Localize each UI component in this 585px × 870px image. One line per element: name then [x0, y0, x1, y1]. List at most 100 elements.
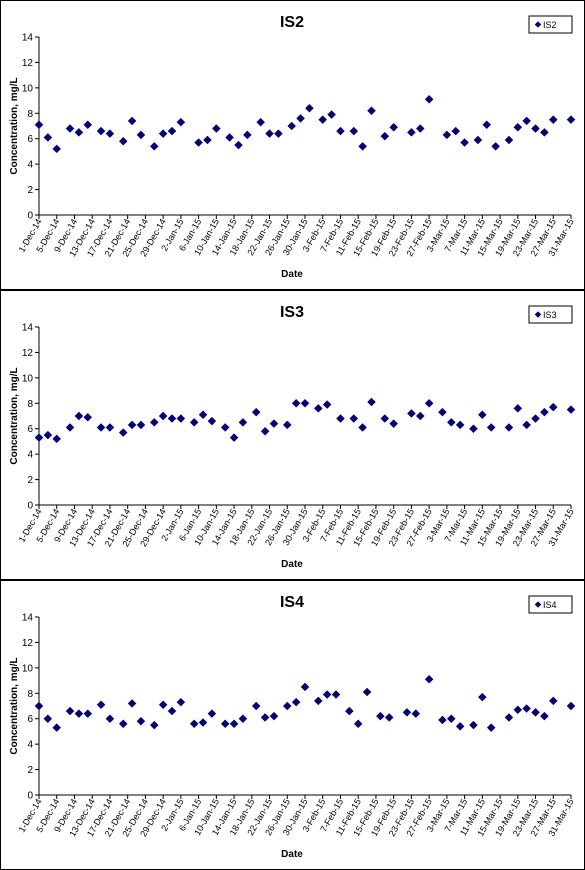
chart-1-data-point [282, 420, 292, 430]
chart-panel-is3: IS3 0 2 4 6 8 10 12 14 1-Dec-14 5-Dec-14 9-Dec-14 13… [0, 290, 585, 580]
chart-0-data-point [256, 117, 266, 127]
chart-0-ytick-label: 0 [27, 211, 33, 222]
chart-1-data-point [198, 410, 208, 420]
chart-1-data-point [300, 398, 310, 408]
chart-1-ytick-label: 0 [27, 501, 33, 512]
chart-1-data-point [477, 410, 487, 420]
chart-0-data-point [52, 144, 62, 154]
chart-1-data-point [522, 420, 532, 430]
chart-2-ytick-label: 2 [27, 765, 33, 776]
chart-1-data-point [149, 418, 159, 427]
chart-1-data-point [118, 428, 128, 437]
chart-0-data-point [149, 141, 159, 151]
chart-0-data-point [491, 141, 500, 151]
chart-0-data-point [65, 124, 75, 133]
chart-1-data-point [548, 402, 558, 412]
chart-1-data-point [566, 405, 576, 414]
chart-1-data-point [424, 398, 434, 408]
chart-1-data-point [291, 398, 301, 408]
chart-2-data-point [167, 706, 177, 716]
chart-0-data-point [482, 120, 492, 130]
chart-0-x-axis-title: Date [281, 269, 303, 280]
chart-0-data-point [118, 136, 128, 146]
chart-0-legend-marker [534, 21, 542, 28]
chart-0-data-point [287, 121, 297, 131]
chart-2-data-point [83, 709, 93, 718]
chart-0-data-point [211, 124, 221, 133]
chart-1-data-point [167, 414, 177, 423]
chart-panel-is4: IS4 0 2 4 6 8 10 12 14 1-Dec-14 5-Dec-14 9-Dec-14 13… [0, 580, 585, 870]
chart-2-data-point [74, 709, 84, 718]
chart-1-data-point [269, 419, 279, 428]
chart-1-data-point [251, 407, 261, 417]
chart-1-ytick-label: 4 [27, 450, 33, 461]
chart-2-data-point [176, 697, 186, 707]
chart-0-data-point [531, 124, 540, 133]
chart-0-data-point [548, 115, 558, 124]
chart-2-data-point [540, 711, 549, 721]
chart-2-data-point [486, 723, 496, 732]
chart-0-ytick-label: 4 [27, 160, 33, 171]
chart-2-data-point [158, 700, 168, 710]
chart-2-ytick-label: 10 [22, 663, 34, 674]
chart-2-data-point [313, 696, 323, 706]
chart-svg-is4: IS4024681012141-Dec-145-Dec-149-Dec-1413… [9, 594, 576, 860]
chart-2-data-point [322, 690, 332, 699]
chart-panel-is2: IS2 0 2 4 6 8 10 12 14 1-Dec-14 5-Dec-14 9-Dec-14 13… [0, 0, 585, 290]
chart-2-y-axis-title: Concentration, mg/L [9, 657, 20, 754]
chart-0-legend: IS2 [528, 15, 573, 34]
chart-2-data-point [52, 723, 62, 732]
chart-2-data-point [198, 718, 208, 727]
chart-2-data-point [411, 709, 421, 718]
chart-2-legend: IS4 [528, 595, 573, 614]
chart-0-data-point [415, 124, 425, 133]
chart-1-data-point [336, 414, 345, 423]
chart-0-data-point [136, 130, 146, 140]
chart-2-legend-marker [534, 601, 542, 608]
chart-1-x-axis-title: Date [281, 559, 303, 570]
chart-2-data-point [446, 714, 456, 724]
chart-0-data-point [451, 126, 461, 136]
chart-0-data-point [389, 122, 399, 132]
chart-0-legend-box [528, 15, 573, 34]
chart-2-legend-box [528, 595, 573, 614]
chart-2-data-point [229, 719, 239, 729]
chart-1-data-point [349, 414, 359, 423]
chart-2-data-point [566, 701, 576, 711]
chart-1-ytick-label: 10 [22, 373, 34, 384]
chart-0-data-point [158, 129, 168, 138]
chart-0-data-point [296, 114, 305, 123]
chart-1-data-point [43, 430, 53, 440]
chart-2-data-point [282, 701, 292, 711]
chart-2-data-point [136, 716, 146, 726]
chart-1-data-point [407, 409, 416, 418]
chart-2-ytick-label: 0 [27, 791, 33, 802]
chart-1-ytick-label: 2 [27, 475, 33, 486]
chart-0-data-point [274, 129, 283, 138]
chart-2-data-point [522, 704, 532, 713]
chart-1-data-point [34, 433, 44, 442]
chart-0-data-point [566, 115, 576, 124]
chart-1-data-point [446, 418, 456, 427]
chart-0-data-point [473, 135, 483, 145]
chart-2-data-point [260, 713, 270, 722]
chart-0-ytick-label: 8 [27, 109, 33, 120]
chart-2-data-point [548, 696, 558, 706]
chart-1-data-point [358, 423, 367, 432]
chart-1-data-point [322, 400, 332, 409]
chart-1-y-axis-title: Concentration, mg/L [9, 367, 20, 464]
chart-1-title: IS3 [280, 304, 304, 321]
chart-1-data-point [176, 414, 186, 423]
chart-2-data-point [269, 711, 279, 721]
chart-1-data-point [415, 411, 425, 421]
chart-1-data-point [220, 423, 230, 432]
chart-0-y-axis-title: Concentration, mg/L [9, 77, 20, 174]
chart-0-data-point [234, 140, 243, 150]
chart-0-data-point [34, 120, 44, 130]
chart-1-data-point [52, 434, 62, 444]
chart-0-data-point [540, 128, 549, 137]
chart-1-ytick-label: 6 [27, 424, 33, 435]
chart-0-data-point [407, 128, 416, 137]
chart-1-data-point [127, 420, 137, 430]
chart-0-data-point [522, 116, 532, 126]
